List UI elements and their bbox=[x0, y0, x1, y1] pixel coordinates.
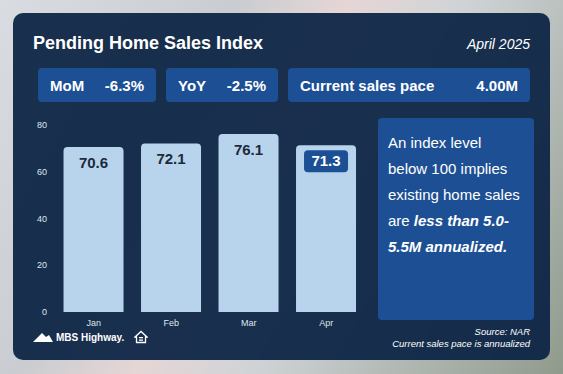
svg-text:60: 60 bbox=[37, 167, 47, 177]
svg-text:70.6: 70.6 bbox=[79, 154, 108, 171]
svg-text:0: 0 bbox=[42, 307, 47, 317]
svg-text:72.1: 72.1 bbox=[156, 150, 185, 167]
svg-text:Jan: Jan bbox=[86, 318, 101, 328]
html-text:Source: NAR: Source: NAR bbox=[474, 326, 530, 337]
html-text:4.00M: 4.00M bbox=[476, 76, 518, 94]
svg-text:71.3: 71.3 bbox=[311, 152, 340, 169]
html-text:MBS Highway.: MBS Highway. bbox=[56, 331, 125, 343]
html-text:-6.3%: -6.3% bbox=[104, 76, 144, 94]
html-text:-2.5%: -2.5% bbox=[226, 76, 266, 94]
html-text:Pending Home Sales Index: Pending Home Sales Index bbox=[33, 33, 264, 53]
html-text:Current sales pace is annualiz: Current sales pace is annualized bbox=[392, 338, 530, 349]
html-text:Current sales pace: Current sales pace bbox=[300, 76, 435, 94]
html-text:MoM: MoM bbox=[50, 76, 85, 94]
svg-text:20: 20 bbox=[37, 260, 47, 270]
svg-text:Feb: Feb bbox=[163, 318, 179, 328]
html-text:An index level below 100 impli: An index level below 100 implies existin… bbox=[388, 134, 520, 255]
svg-text:76.1: 76.1 bbox=[234, 141, 263, 158]
svg-text:Apr: Apr bbox=[319, 318, 333, 328]
svg-text:Mar: Mar bbox=[241, 318, 257, 328]
html-text:YoY: YoY bbox=[178, 76, 207, 94]
svg-text:40: 40 bbox=[37, 214, 47, 224]
html-text:April 2025: April 2025 bbox=[467, 36, 530, 52]
svg-text:80: 80 bbox=[37, 120, 47, 130]
